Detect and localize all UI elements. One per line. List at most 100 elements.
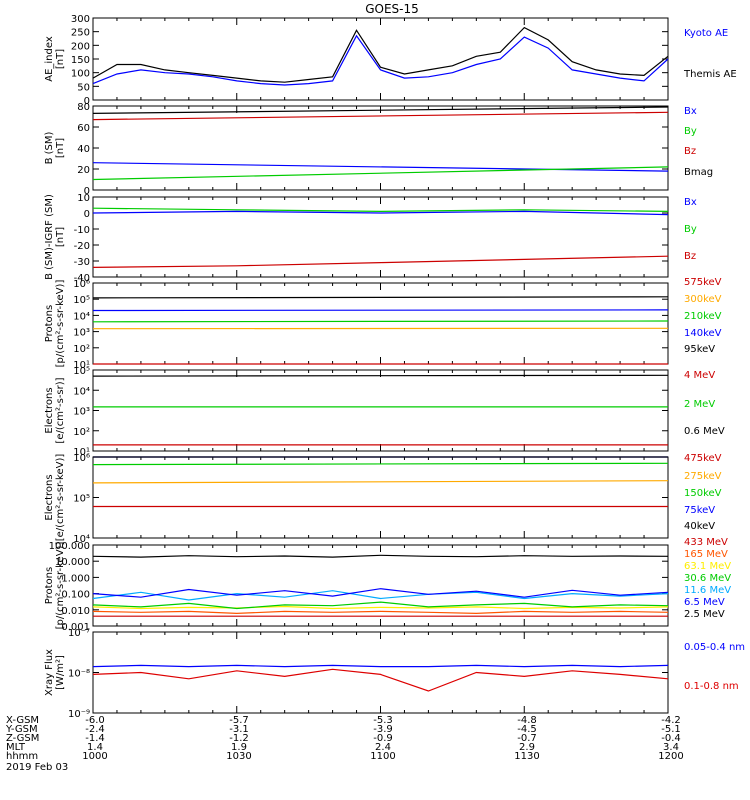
footer-value: -5.3 xyxy=(373,715,393,726)
y-tick-label: -20 xyxy=(74,241,90,252)
footer-value: -6.0 xyxy=(85,715,105,726)
panel-frame xyxy=(92,631,669,714)
panel-7: 0.001 0.010 0.100 1.000 10.000 100.000 Protons… xyxy=(44,537,731,633)
y-axis-title: Xray Flux xyxy=(44,649,55,696)
y-tick-label: 50 xyxy=(77,82,90,93)
series-line-5 xyxy=(92,590,669,601)
y-axis-title: [nT] xyxy=(55,227,66,247)
footer-value: -0.4 xyxy=(661,733,681,744)
y-tick-label: 80 xyxy=(77,102,90,113)
footer-value: -1.4 xyxy=(85,733,105,744)
legend-entry: Kyoto AE xyxy=(684,28,728,39)
panel-frame xyxy=(92,456,669,539)
y-tick-label: 0 xyxy=(84,209,90,220)
legend-entry: Themis AE xyxy=(683,69,737,80)
legend-entry: 140keV xyxy=(684,328,722,339)
legend-entry: 275keV xyxy=(684,471,722,482)
footer-value: -0.9 xyxy=(373,733,393,744)
y-tick-label: 10³ xyxy=(73,328,90,339)
series-line-2 xyxy=(92,26,669,83)
footer-row-label: MLT xyxy=(6,742,26,753)
legend-entry: Bx xyxy=(684,197,697,208)
footer-value: -4.5 xyxy=(517,724,537,735)
footer-value: 1.4 xyxy=(87,742,103,753)
footer-row-label: hhmm xyxy=(6,751,38,762)
legend-entry: Bz xyxy=(684,146,696,157)
series-line-3 xyxy=(92,111,669,121)
y-tick-label: 10 xyxy=(77,193,90,204)
legend-entry: 165 MeV xyxy=(684,549,728,560)
footer-value: 2.4 xyxy=(375,742,391,753)
y-tick-label: 10³ xyxy=(73,407,90,418)
y-tick-label: 10⁻⁷ xyxy=(68,628,90,639)
footer-value: -4.2 xyxy=(661,715,681,726)
y-axis-title: Protons xyxy=(44,567,55,604)
panel-2: 0 20 40 60 80 B (SM) [nT] Bx By Bz Bmag xyxy=(44,102,713,197)
y-tick-label: 10⁻⁸ xyxy=(68,669,90,680)
panel-5: 10¹ 10² 10³ 10⁴ 10⁵ Electrons [e/(cm²-s-sr)] 4 … xyxy=(44,366,725,458)
footer-value: 2.9 xyxy=(519,742,535,753)
footer-value: 1.9 xyxy=(231,742,247,753)
series-line-2 xyxy=(92,207,669,213)
y-axis-title: [W/m²] xyxy=(55,655,66,690)
legend-entry: 95keV xyxy=(684,344,715,355)
footer-value: -5.7 xyxy=(229,715,249,726)
legend-entry: Bz xyxy=(684,251,696,262)
y-tick-label: -30 xyxy=(74,257,90,268)
y-tick-label: 10⁻⁹ xyxy=(68,709,90,720)
legend-entry: 210keV xyxy=(684,311,722,322)
footer-value: 1100 xyxy=(370,751,395,762)
y-tick-label: 40 xyxy=(77,144,90,155)
series-line-1 xyxy=(92,210,669,216)
legend-entry: 575keV xyxy=(684,277,722,288)
y-tick-label: 10⁴ xyxy=(73,534,90,545)
series-line-2 xyxy=(92,166,669,181)
legend-entry: 63.1 MeV xyxy=(684,561,731,572)
y-tick-label: 100 xyxy=(71,69,90,80)
y-axis-title: Protons xyxy=(44,305,55,342)
y-tick-label: 10⁴ xyxy=(73,311,90,322)
footer-row-label: X-GSM xyxy=(6,715,39,726)
panel-frame xyxy=(92,282,669,365)
footer-value: -1.2 xyxy=(229,733,249,744)
footer-value: -3.1 xyxy=(229,724,249,735)
y-axis-title: [e/(cm²-s-sr-keV)] xyxy=(55,454,66,542)
footer-value: 1130 xyxy=(514,751,539,762)
y-tick-label: 200 xyxy=(71,41,90,52)
y-axis-title: [nT] xyxy=(55,49,66,69)
legend-entry: 0.6 MeV xyxy=(684,426,725,437)
panel-frame xyxy=(92,17,669,101)
y-axis-title: [e/(cm²-s-sr)] xyxy=(55,377,66,443)
y-tick-label: 10¹ xyxy=(73,447,90,458)
legend-entry: By xyxy=(684,224,697,235)
series-line-3 xyxy=(92,374,669,377)
footer-value: -2.4 xyxy=(85,724,105,735)
y-tick-label: 60 xyxy=(77,123,90,134)
y-tick-label: 10² xyxy=(73,344,90,355)
legend-entry: 300keV xyxy=(684,294,722,305)
footer-value: -5.1 xyxy=(661,724,681,735)
legend-entry: Bmag xyxy=(684,167,713,178)
series-line-3 xyxy=(92,320,669,323)
footer-row-label: Y-GSM xyxy=(5,724,38,735)
y-axis-title: AE_index xyxy=(44,36,55,82)
panel-4: 10¹ 10² 10³ 10⁴ 10⁵ 10⁶ Protons [p/(cm²-s-sr-ke… xyxy=(44,277,722,371)
footer-value: -3.9 xyxy=(373,724,393,735)
series-line-2 xyxy=(92,610,669,615)
legend-entry: 2 MeV xyxy=(684,399,715,410)
legend-entry: 475keV xyxy=(684,453,722,464)
legend-entry: 150keV xyxy=(684,488,722,499)
y-axis-title: [nT] xyxy=(55,138,66,158)
y-tick-label: 0 xyxy=(84,186,90,197)
y-axis-title: B (SM)-IGRF (SM) xyxy=(44,194,55,280)
footer-row-label: Z-GSM xyxy=(6,733,39,744)
series-line-2 xyxy=(92,480,669,484)
legend-entry: Bx xyxy=(684,106,697,117)
panel-3: -40 -30 -20 -10 0 10 B (SM)-IGRF (SM) [nT] Bx By B… xyxy=(44,193,697,284)
y-axis-title: Electrons xyxy=(44,387,55,433)
legend-entry: By xyxy=(684,126,697,137)
legend-entry: 2.5 MeV xyxy=(684,609,725,620)
y-tick-label: 10⁴ xyxy=(73,386,90,397)
y-tick-label: 20 xyxy=(77,165,90,176)
